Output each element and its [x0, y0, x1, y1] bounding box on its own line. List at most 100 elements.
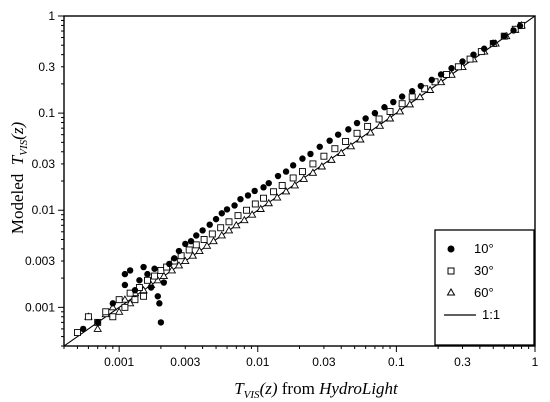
data-point-filled-circle — [398, 93, 406, 100]
data-point-filled-circle — [157, 319, 165, 326]
data-point-open-triangle — [264, 198, 274, 207]
data-point-filled-circle — [490, 39, 497, 46]
data-point-open-square — [278, 181, 286, 189]
data-point-filled-circle — [274, 172, 282, 180]
data-point-open-triangle — [153, 275, 163, 284]
data-point-open-square — [157, 266, 165, 274]
data-point-open-triangle — [93, 324, 102, 332]
data-point-open-triangle — [290, 181, 300, 189]
data-point-open-triangle — [159, 271, 169, 280]
data-point-filled-circle — [144, 270, 151, 278]
data-point-filled-circle — [316, 143, 323, 150]
data-point-open-square — [320, 152, 328, 160]
data-point-open-square — [454, 63, 462, 71]
data-point-filled-circle — [218, 210, 225, 217]
x-tick-label: 0.1 — [388, 355, 405, 369]
data-point-open-square — [234, 212, 242, 220]
y-tick-label: 0.003 — [25, 254, 55, 268]
y-axis-title-argument: (z) — [8, 122, 27, 140]
data-point-open-triangle — [120, 295, 130, 303]
data-point-filled-circle — [307, 150, 314, 158]
data-point-open-triangle — [436, 77, 446, 86]
data-point-filled-circle — [136, 277, 143, 284]
x-tick-label: 0.3 — [454, 355, 471, 369]
data-point-open-square — [251, 200, 259, 208]
data-point-open-square — [386, 108, 394, 115]
legend-label-10deg: 10° — [474, 241, 494, 256]
data-point-open-triangle — [415, 92, 425, 101]
data-point-filled-circle — [362, 115, 369, 122]
data-point-open-triangle — [240, 215, 249, 224]
data-point-open-square — [131, 296, 139, 304]
data-point-open-triangle — [247, 210, 257, 218]
data-point-open-triangle — [114, 307, 124, 315]
data-point-open-triangle — [256, 204, 265, 212]
data-point-open-square — [151, 272, 158, 280]
x-axis-title-subscript: VIS — [244, 389, 260, 401]
data-point-filled-circle — [121, 270, 129, 278]
data-point-open-triangle — [224, 226, 234, 234]
y-axis-title-main: T — [8, 154, 27, 165]
data-point-open-triangle — [366, 128, 375, 136]
data-point-filled-circle — [251, 187, 258, 195]
data-point-open-triangle — [425, 85, 435, 93]
data-point-filled-circle — [289, 162, 297, 169]
data-point-filled-circle — [154, 293, 161, 300]
x-tick-label: 0.01 — [246, 355, 270, 369]
data-point-open-square — [309, 160, 317, 168]
data-point-open-triangle — [217, 231, 227, 239]
data-point-filled-circle — [187, 237, 195, 245]
x-axis-title-middle: from — [278, 379, 320, 398]
data-point-filled-circle — [299, 155, 306, 162]
data-point-filled-circle — [408, 88, 416, 95]
data-point-filled-circle — [516, 22, 524, 30]
data-point-filled-circle — [171, 255, 178, 262]
data-point-filled-circle — [417, 82, 424, 90]
data-point-open-square — [243, 206, 251, 214]
data-point-filled-circle — [437, 71, 445, 78]
data-point-filled-circle — [265, 179, 272, 187]
data-point-open-triangle — [281, 187, 291, 195]
data-point-open-triangle — [385, 114, 395, 122]
x-axis-title: TVIS(z) from HydroLight — [234, 379, 399, 401]
data-point-open-square — [217, 224, 225, 232]
data-point-filled-circle — [199, 227, 206, 234]
data-point-open-triangle — [209, 236, 218, 245]
y-tick-label: 0.3 — [38, 60, 55, 74]
data-point-filled-circle — [501, 32, 508, 40]
data-point-open-square — [84, 313, 92, 321]
data-point-filled-circle — [147, 284, 155, 291]
data-point-filled-circle — [353, 119, 361, 127]
y-axis-title-subscript: VIS — [18, 139, 30, 155]
data-point-open-square — [466, 55, 474, 63]
x-axis-title-source: HydroLight — [318, 379, 399, 398]
data-point-filled-circle — [237, 195, 244, 203]
data-point-open-triangle — [346, 141, 356, 150]
data-point-filled-circle — [156, 300, 163, 307]
legend-item-30deg: 30° — [447, 263, 494, 278]
legend-item-10deg: 10° — [447, 241, 494, 256]
x-tick-label: 0.03 — [312, 355, 336, 369]
x-tick-label: 1 — [532, 355, 539, 369]
data-point-open-triangle — [327, 155, 336, 163]
data-marks — [64, 16, 535, 346]
data-point-filled-circle — [371, 109, 379, 117]
data-point-open-square — [102, 308, 110, 316]
data-point-filled-circle — [140, 263, 147, 271]
y-tick-label: 0.001 — [25, 300, 55, 314]
data-point-open-square — [144, 276, 151, 284]
plot-area — [64, 16, 535, 346]
data-point-filled-circle — [212, 215, 220, 223]
data-point-filled-circle — [166, 260, 173, 268]
x-axis-title-argument: (z) — [260, 379, 278, 398]
data-point-filled-circle — [223, 206, 231, 213]
data-point-filled-circle — [206, 221, 213, 228]
data-point-filled-circle — [175, 247, 183, 255]
open-triangle-icon — [446, 288, 456, 296]
data-point-open-triangle — [375, 121, 385, 129]
data-point-open-square — [208, 230, 216, 238]
data-point-filled-circle — [428, 76, 435, 84]
data-point-open-triangle — [272, 193, 282, 201]
data-point-filled-circle — [231, 202, 238, 209]
